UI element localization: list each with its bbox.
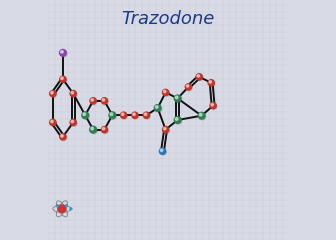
Circle shape — [71, 91, 77, 97]
Circle shape — [110, 113, 113, 115]
Circle shape — [91, 127, 97, 134]
Circle shape — [132, 113, 139, 119]
Circle shape — [60, 77, 67, 83]
Circle shape — [175, 118, 178, 120]
Circle shape — [186, 85, 189, 87]
Circle shape — [50, 90, 56, 97]
Circle shape — [70, 90, 76, 97]
Circle shape — [121, 113, 127, 119]
Circle shape — [160, 149, 166, 155]
Circle shape — [132, 112, 138, 118]
Circle shape — [197, 75, 200, 77]
Circle shape — [163, 127, 169, 133]
Circle shape — [175, 118, 182, 124]
Circle shape — [71, 120, 77, 126]
Circle shape — [59, 49, 66, 56]
Circle shape — [185, 84, 192, 90]
Circle shape — [164, 127, 166, 130]
Circle shape — [82, 112, 89, 119]
Circle shape — [175, 96, 178, 99]
Circle shape — [174, 95, 181, 102]
Circle shape — [70, 119, 76, 126]
Circle shape — [91, 98, 97, 105]
Circle shape — [133, 113, 135, 115]
Circle shape — [122, 113, 124, 115]
Circle shape — [174, 117, 181, 123]
Circle shape — [83, 113, 86, 115]
Circle shape — [91, 127, 93, 130]
Circle shape — [210, 102, 216, 109]
Circle shape — [199, 113, 206, 120]
Circle shape — [159, 148, 166, 154]
Circle shape — [101, 126, 108, 133]
Circle shape — [209, 80, 215, 87]
Circle shape — [154, 105, 161, 111]
Circle shape — [102, 127, 105, 130]
Circle shape — [71, 91, 74, 94]
Circle shape — [144, 113, 147, 115]
Circle shape — [50, 91, 57, 97]
Circle shape — [58, 205, 66, 213]
Circle shape — [71, 120, 74, 123]
Circle shape — [208, 80, 214, 86]
Circle shape — [50, 119, 56, 126]
Circle shape — [91, 99, 93, 101]
Circle shape — [197, 74, 203, 81]
Circle shape — [199, 113, 202, 116]
Circle shape — [102, 99, 105, 101]
Circle shape — [209, 81, 212, 83]
Circle shape — [144, 113, 150, 119]
Circle shape — [102, 98, 108, 105]
Circle shape — [186, 84, 192, 91]
Circle shape — [143, 112, 150, 118]
Circle shape — [163, 89, 169, 96]
Circle shape — [160, 149, 163, 151]
Circle shape — [51, 120, 53, 123]
Circle shape — [66, 205, 68, 207]
Text: Trazodone: Trazodone — [121, 10, 215, 28]
Circle shape — [155, 105, 162, 112]
Circle shape — [198, 112, 205, 119]
Circle shape — [211, 103, 213, 106]
Circle shape — [175, 96, 182, 103]
Circle shape — [164, 90, 166, 93]
Circle shape — [83, 113, 89, 119]
Circle shape — [102, 127, 108, 133]
Circle shape — [56, 205, 58, 207]
Circle shape — [60, 76, 66, 82]
Circle shape — [155, 106, 158, 108]
Circle shape — [90, 98, 96, 104]
Circle shape — [51, 91, 53, 94]
Circle shape — [101, 98, 108, 104]
Circle shape — [109, 112, 116, 119]
Circle shape — [211, 103, 217, 109]
Circle shape — [70, 208, 72, 210]
Circle shape — [61, 77, 63, 79]
Circle shape — [110, 113, 117, 119]
Circle shape — [121, 112, 127, 118]
Circle shape — [90, 126, 96, 133]
Circle shape — [60, 134, 66, 140]
Circle shape — [50, 120, 57, 126]
Circle shape — [61, 135, 63, 137]
Circle shape — [196, 74, 202, 80]
Circle shape — [60, 50, 63, 53]
Circle shape — [163, 90, 169, 96]
Circle shape — [163, 126, 169, 133]
Circle shape — [60, 50, 67, 57]
Circle shape — [60, 134, 67, 141]
